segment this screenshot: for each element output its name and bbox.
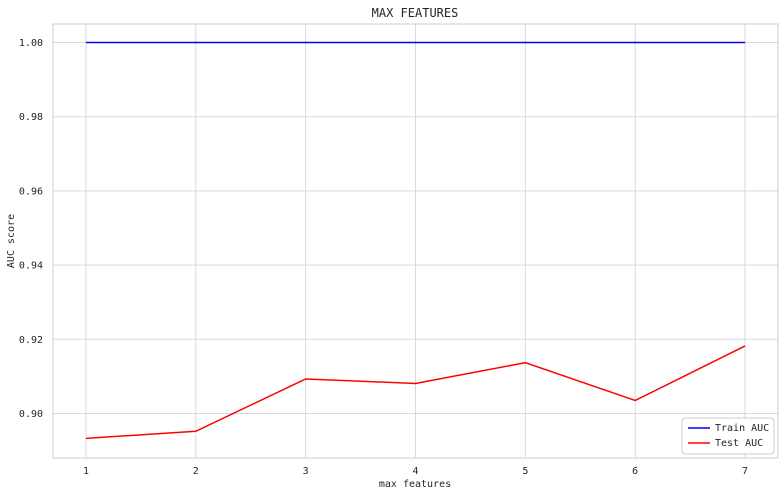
x-axis-label: max features [379, 479, 451, 490]
y-tick-label: 0.94 [19, 261, 43, 272]
x-tick-label: 6 [632, 466, 638, 477]
x-tick-label: 4 [412, 466, 418, 477]
x-tick-label: 2 [193, 466, 199, 477]
legend: Train AUC Test AUC [681, 417, 775, 455]
series-lines [85, 41, 746, 440]
x-tick-label: 5 [522, 466, 528, 477]
y-tick-label: 0.92 [19, 335, 43, 346]
chart-title: MAX FEATURES [372, 6, 459, 20]
x-tick-label: 7 [742, 466, 748, 477]
y-tick-labels: 0.90 0.92 0.94 0.96 0.98 1.00 [19, 38, 43, 420]
x-tick-label: 3 [303, 466, 309, 477]
y-tick-label: 1.00 [19, 38, 43, 49]
y-tick-label: 0.90 [19, 409, 43, 420]
legend-label-train-auc: Train AUC [715, 423, 769, 434]
legend-label-test-auc: Test AUC [715, 438, 763, 449]
y-tick-label: 0.96 [19, 186, 43, 197]
y-tick-label: 0.98 [19, 112, 43, 123]
y-axis-label: AUC score [6, 214, 17, 268]
legend-box [681, 417, 775, 455]
series-line-test-auc [85, 345, 746, 440]
x-tick-label: 1 [83, 466, 89, 477]
x-tick-labels: 1 2 3 4 5 6 7 [83, 466, 748, 477]
